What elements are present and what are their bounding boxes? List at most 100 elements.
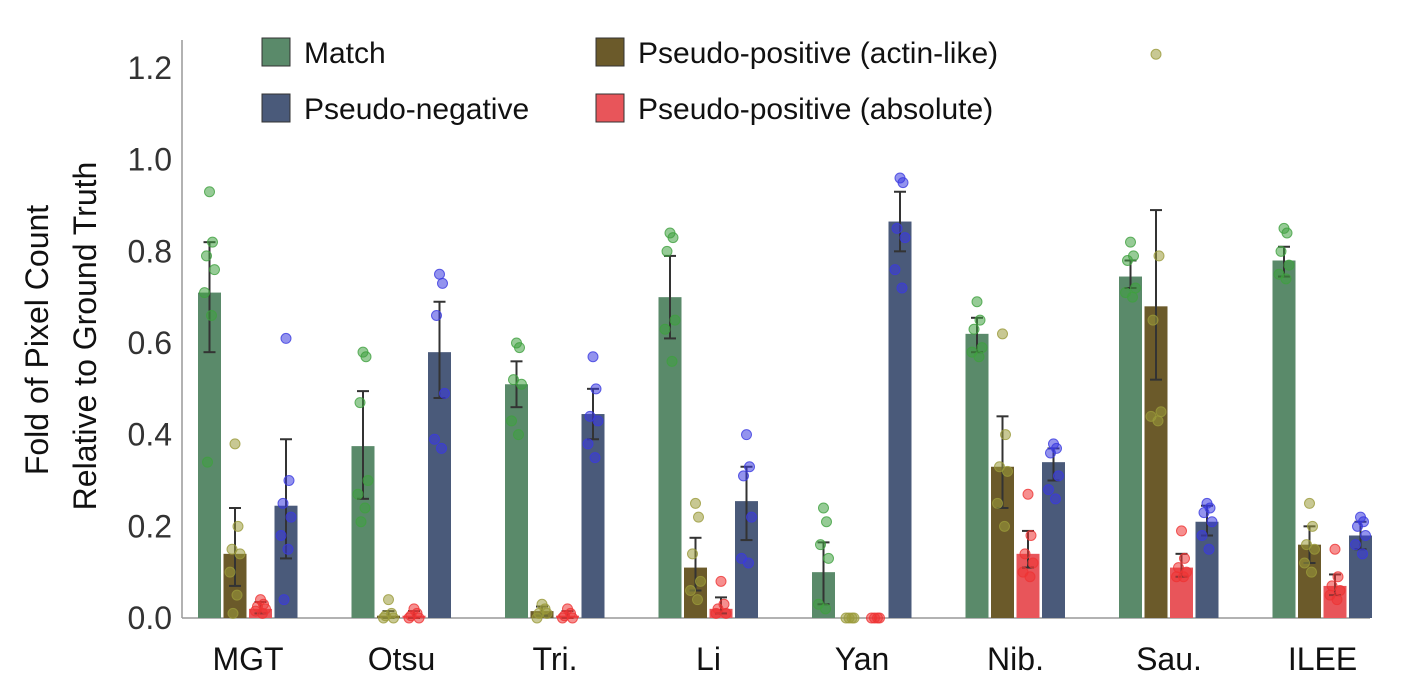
bar-0-0 [198,292,221,618]
data-point [199,287,210,299]
data-point [434,268,445,280]
data-point [1000,429,1011,441]
data-point [1045,447,1056,459]
data-point [232,520,244,532]
data-point [557,612,568,624]
data-point [282,543,294,555]
data-point [359,502,371,514]
data-point [897,177,909,189]
data-point [1125,236,1136,248]
data-point [277,497,289,509]
x-category-label: Yan [835,641,890,677]
data-point [207,236,218,248]
data-point [531,612,543,624]
data-point [360,351,372,363]
data-point [431,310,442,321]
data-point [744,461,755,473]
data-point [661,245,673,257]
data-point [974,314,986,326]
data-point [1178,571,1189,583]
data-point [1309,543,1320,555]
y-axis-label: Fold of Pixel Count Relative to Ground T… [19,162,103,511]
data-point [738,470,749,482]
data-point [354,397,366,409]
legend-label: Match [304,37,386,70]
error-bars-group [203,190,1367,619]
data-point [1306,566,1317,578]
data-point [1176,525,1187,537]
data-point [378,612,389,624]
y-tick-label: 0.4 [128,417,172,453]
data-point [820,603,831,615]
data-point [587,351,599,363]
data-point [690,497,701,509]
data-point [1198,507,1210,519]
data-point [1280,273,1292,285]
bar-1-6 [1144,306,1168,618]
data-point [1179,552,1190,564]
data-point [1334,585,1346,596]
x-category-label: MGT [212,641,283,677]
x-category-label: ILEE [1288,641,1357,677]
data-point [202,456,213,468]
legend-swatch [261,37,291,67]
data-point [516,378,527,390]
y-tick-labels: 0.0 0.2 0.4 0.6 0.8 1.0 1.2 [128,50,172,636]
y-tick-label: 0.2 [128,508,172,544]
bar-0-7 [1272,260,1296,618]
x-category-label: Otsu [368,641,436,677]
data-point [1196,530,1208,541]
data-point [1350,539,1361,551]
data-point [234,548,246,560]
data-point [1043,484,1054,496]
data-point [227,607,239,619]
bars-group [198,221,1372,618]
data-point [1024,571,1036,583]
y-tick-label: 0.6 [128,325,172,361]
data-point [1027,557,1039,569]
y-tick-label: 0.8 [128,233,172,269]
data-point [206,310,217,321]
bar-0-5 [965,333,989,618]
data-point [746,511,757,523]
data-point [209,264,220,276]
data-point [437,277,448,289]
data-point [1153,250,1165,262]
data-point [439,387,450,399]
data-point [1130,282,1141,294]
data-point [513,429,524,441]
data-point [204,186,215,198]
data-point [1304,497,1315,509]
data-point [1025,530,1037,541]
bar-0-2 [505,384,528,618]
data-point [582,438,594,450]
bar-3-2 [581,414,605,618]
data-point [1329,543,1341,555]
data-point [589,452,601,464]
legend-swatch [595,37,625,67]
data-point [997,328,1008,340]
data-point [1357,548,1368,560]
data-point [999,520,1010,532]
data-point [891,222,903,234]
data-point [257,607,268,619]
data-point [283,475,295,486]
data-point [973,351,985,363]
x-category-label: Li [696,641,721,677]
data-point [992,497,1003,509]
data-point [1206,516,1218,528]
data-point [275,530,287,541]
data-point [695,575,706,587]
data-point [278,594,290,606]
x-category-label: Tri. [532,641,577,677]
legend-label: Pseudo-positive (actin-like) [638,37,998,70]
data-point [1155,406,1167,418]
data-point [1360,530,1371,541]
data-point [280,332,292,344]
data-point [1331,594,1343,606]
data-point [821,516,832,528]
data-point [1019,548,1031,560]
data-point [567,612,578,624]
data-point [685,585,696,596]
